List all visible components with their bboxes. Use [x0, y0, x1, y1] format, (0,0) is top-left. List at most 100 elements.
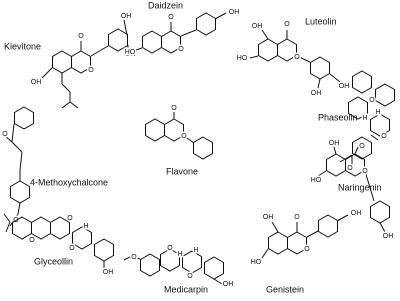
- ring: [10, 180, 30, 204]
- bond: [4, 135, 13, 143]
- ring: [370, 113, 390, 137]
- bond: [370, 134, 379, 141]
- ring: [142, 30, 162, 54]
- ring: [71, 50, 91, 74]
- bond: [17, 202, 21, 215]
- ring: [50, 216, 70, 240]
- atom-label: O: [78, 33, 84, 40]
- bond: [354, 146, 359, 155]
- ring: [345, 153, 365, 177]
- ring: [370, 200, 390, 224]
- bond: [317, 78, 321, 89]
- bond: [131, 255, 141, 260]
- ring: [326, 153, 346, 177]
- molecule-name: Naringenin: [338, 182, 382, 192]
- ring: [196, 12, 216, 36]
- atom-label: HO: [237, 55, 248, 62]
- molecule-name: Kievitone: [4, 41, 41, 51]
- atom-label: O: [294, 214, 300, 221]
- bond: [61, 101, 71, 109]
- atom-label: H: [83, 223, 88, 230]
- bond: [339, 154, 353, 163]
- molecule-name: Glyceollin: [34, 256, 73, 266]
- atom-label: OH: [263, 214, 274, 221]
- ring: [318, 214, 338, 238]
- atom-label: H: [177, 251, 182, 258]
- molecule-name: Genistein: [266, 284, 304, 294]
- bond: [123, 19, 128, 36]
- ring: [140, 253, 160, 277]
- atom-label: O: [359, 143, 365, 150]
- ring: [375, 83, 395, 107]
- ring: [310, 56, 330, 80]
- bond: [5, 221, 11, 233]
- atom-label: HO: [125, 49, 136, 56]
- bond: [336, 214, 349, 222]
- atom-label: O: [381, 133, 387, 140]
- atom-label: O: [304, 246, 310, 253]
- atom-label: O: [181, 133, 187, 140]
- bond: [213, 278, 223, 285]
- ring: [352, 70, 372, 94]
- molecule-name: 4-Methoxychalcone: [30, 177, 108, 187]
- bond: [9, 213, 19, 227]
- atom-label: O: [168, 14, 174, 21]
- ring: [182, 250, 202, 274]
- molecule-name: Flavone: [166, 166, 198, 176]
- ring: [145, 118, 165, 142]
- bond: [261, 248, 269, 259]
- ring: [52, 50, 72, 74]
- bond: [296, 55, 311, 63]
- ring: [31, 216, 51, 240]
- bond: [90, 45, 109, 57]
- ring: [277, 38, 297, 62]
- bond: [3, 213, 11, 223]
- atom-label: OH: [252, 23, 263, 30]
- atom-label: O: [67, 215, 73, 222]
- bond: [261, 29, 269, 40]
- atom-label: O: [284, 21, 290, 28]
- ring: [72, 226, 92, 250]
- bond: [41, 67, 53, 79]
- bond: [183, 135, 195, 144]
- bond: [11, 141, 23, 153]
- bond: [19, 151, 23, 171]
- ring: [161, 30, 181, 54]
- atom-label: O: [187, 273, 193, 280]
- ring: [258, 38, 278, 62]
- bond: [61, 83, 71, 93]
- ring: [352, 136, 372, 160]
- atom-label: OH: [103, 269, 114, 276]
- ring: [287, 231, 307, 255]
- atom-label: OH: [339, 83, 350, 90]
- molecule-name: Phaseolin: [318, 112, 358, 122]
- atom-label: OH: [31, 79, 42, 86]
- atom-label: OH: [121, 13, 132, 20]
- atom-label: OH: [383, 233, 394, 240]
- atom-label: OH: [223, 281, 234, 288]
- atom-label: O: [88, 67, 94, 74]
- atom-label: OH: [229, 9, 240, 16]
- bond: [379, 222, 386, 233]
- molecule-name: Daidzein: [148, 0, 183, 10]
- atom-label: O: [167, 245, 173, 252]
- ring: [108, 28, 128, 52]
- bond: [249, 55, 259, 59]
- bond: [135, 47, 143, 51]
- bond: [180, 29, 197, 37]
- bond: [329, 73, 341, 83]
- atom-label: O: [171, 105, 177, 112]
- bond: [69, 101, 79, 109]
- atom-label: O: [29, 237, 35, 244]
- atom-label: OH: [351, 210, 362, 217]
- bond: [306, 230, 319, 238]
- ring: [164, 118, 184, 142]
- atom-label: H: [193, 247, 198, 254]
- atom-label: O: [131, 254, 137, 261]
- atom-label: H: [375, 109, 380, 116]
- ring: [12, 216, 32, 240]
- atom-label: OH: [125, 51, 136, 58]
- molecule-name: Medicarpin: [164, 284, 208, 294]
- bond: [11, 123, 15, 143]
